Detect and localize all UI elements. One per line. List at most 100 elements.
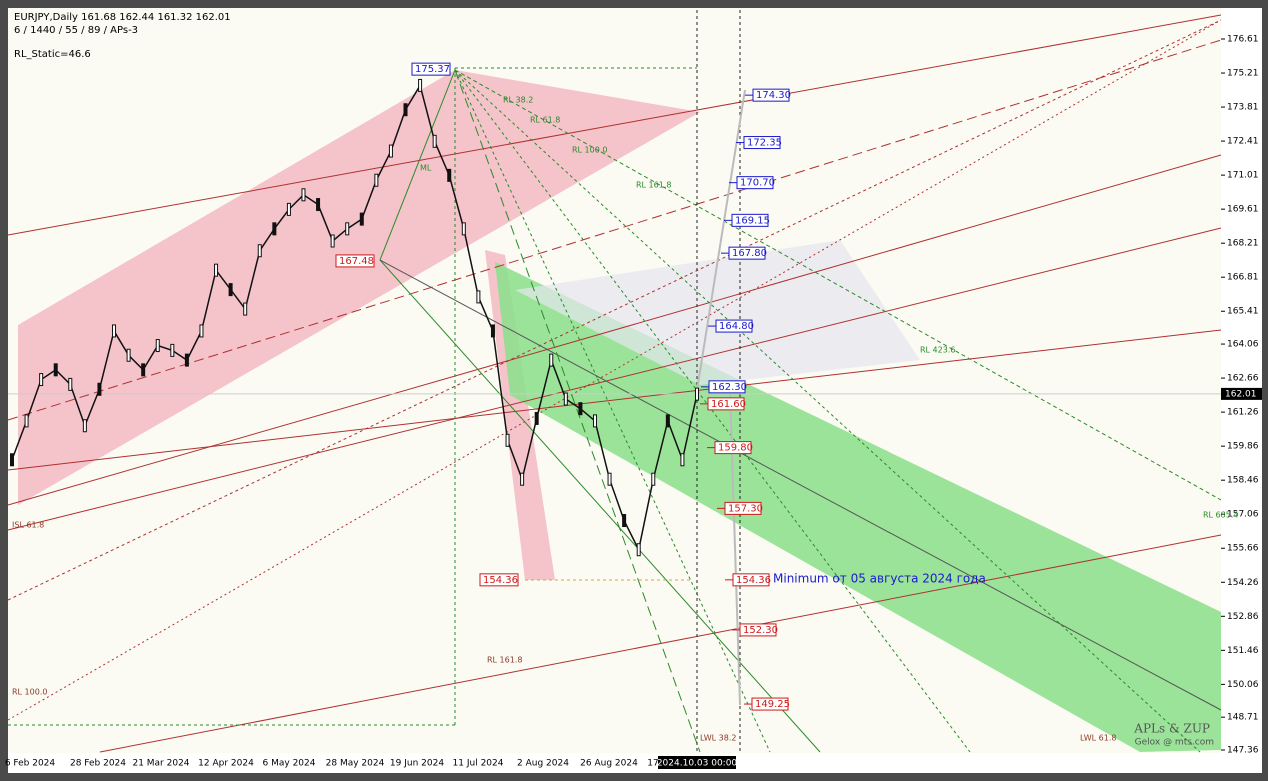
- level-box: [708, 380, 746, 394]
- candle: [490, 324, 495, 338]
- candle: [68, 377, 73, 391]
- level-label: 170.70: [740, 178, 775, 189]
- candle: [447, 168, 452, 182]
- price-tick-label: 176.61: [1227, 35, 1259, 45]
- candle: [10, 453, 14, 467]
- candle: [695, 387, 699, 401]
- time-cursor-box: [658, 756, 736, 769]
- level-box: [736, 176, 774, 190]
- symbol-line: EURJPY,Daily 161.68 162.44 161.32 162.01: [14, 12, 231, 23]
- candle: [563, 392, 568, 406]
- time-label: 21 Mar 2024: [132, 759, 189, 769]
- price-tick-label: 173.81: [1227, 103, 1259, 113]
- candle: [607, 472, 612, 486]
- candle: [214, 263, 219, 277]
- line-label: ML: [420, 164, 432, 173]
- price-axis-area: [1221, 8, 1262, 753]
- candle: [170, 343, 175, 357]
- level-box: [728, 246, 766, 260]
- level-label: 169.15: [735, 215, 770, 226]
- price-tick-label: 155.66: [1227, 544, 1259, 554]
- level-box: [335, 254, 375, 268]
- level-label: 159.80: [718, 443, 753, 454]
- level-box: [707, 397, 745, 411]
- price-tick-label: 161.26: [1227, 408, 1259, 418]
- candle: [301, 188, 306, 202]
- price-tick-label: 151.46: [1227, 646, 1259, 656]
- line-label: RL 100.0: [572, 146, 607, 155]
- price-tick-label: 169.61: [1227, 205, 1259, 215]
- price-line: [11, 83, 698, 552]
- pink-wedge: [485, 250, 555, 580]
- time-label: 11 Jul 2024: [453, 759, 504, 769]
- price-tick-label: 154.26: [1227, 578, 1259, 588]
- line: [379, 69, 456, 261]
- line: [7, 329, 1222, 471]
- indicator: RL_Static=46.6: [14, 49, 91, 60]
- candle: [155, 339, 160, 353]
- candle: [126, 348, 131, 362]
- price-tick-label: 164.06: [1227, 340, 1259, 350]
- time-label: 12 Apr 2024: [198, 759, 254, 769]
- line: [7, 19, 1222, 721]
- level-label: 157.30: [728, 503, 763, 514]
- level-label: 167.48: [339, 256, 374, 267]
- line: [454, 69, 701, 753]
- time-label: 28 Feb 2024: [70, 759, 126, 769]
- price-tick-label: 172.41: [1227, 137, 1259, 147]
- candle: [199, 324, 204, 338]
- pink-channel: [18, 70, 700, 505]
- line: [7, 19, 1222, 601]
- level-label: 149.25: [755, 699, 790, 710]
- green-channel: [495, 262, 1221, 752]
- time-label: 28 May 2024: [326, 759, 385, 769]
- line: [454, 69, 971, 753]
- candle: [39, 373, 44, 387]
- time-label: 6 May 2024: [263, 759, 316, 769]
- candle: [680, 453, 685, 467]
- candle: [432, 134, 437, 148]
- candle: [534, 411, 539, 425]
- level-box: [739, 623, 777, 637]
- candle: [520, 472, 525, 486]
- candle: [272, 222, 277, 236]
- level-box: [715, 319, 753, 333]
- current-price-label: 162.01: [1225, 389, 1257, 399]
- candle: [228, 283, 233, 297]
- line-label: ISL 61.8: [12, 521, 44, 530]
- price-tick-label: 175.21: [1227, 69, 1259, 79]
- level-label: 175.37: [415, 64, 450, 75]
- candle: [359, 212, 364, 226]
- candle: [665, 414, 670, 428]
- candle: [403, 103, 408, 117]
- candle: [374, 173, 379, 187]
- line-label: RL 161.8: [487, 656, 522, 665]
- candle: [97, 382, 102, 396]
- price-tick-label: 159.86: [1227, 442, 1259, 452]
- candle: [418, 78, 423, 92]
- level-label: 162.30: [712, 382, 747, 393]
- level-label: 154.36: [736, 575, 771, 586]
- gray-zone: [515, 240, 920, 385]
- line-label: RL 423.6: [920, 346, 955, 355]
- level-box: [479, 573, 519, 587]
- price-tick-label: 168.21: [1227, 239, 1259, 249]
- line: [379, 259, 821, 753]
- line: [7, 14, 1222, 236]
- level-box: [724, 501, 762, 515]
- level-label: 152.30: [743, 625, 778, 636]
- candle: [592, 414, 597, 428]
- candle: [141, 363, 146, 377]
- candle: [330, 234, 335, 248]
- price-tick-label: 148.71: [1227, 713, 1259, 723]
- time-label: 26 Aug 2024: [580, 759, 638, 769]
- line-label: RL 61.8: [530, 116, 560, 125]
- projection: [696, 89, 746, 391]
- line: [454, 69, 1201, 753]
- candle: [622, 514, 627, 528]
- level-label: 167.80: [732, 248, 767, 259]
- time-axis-area: [8, 753, 1262, 773]
- line: [7, 227, 1222, 531]
- price-tick-label: 152.86: [1227, 612, 1259, 622]
